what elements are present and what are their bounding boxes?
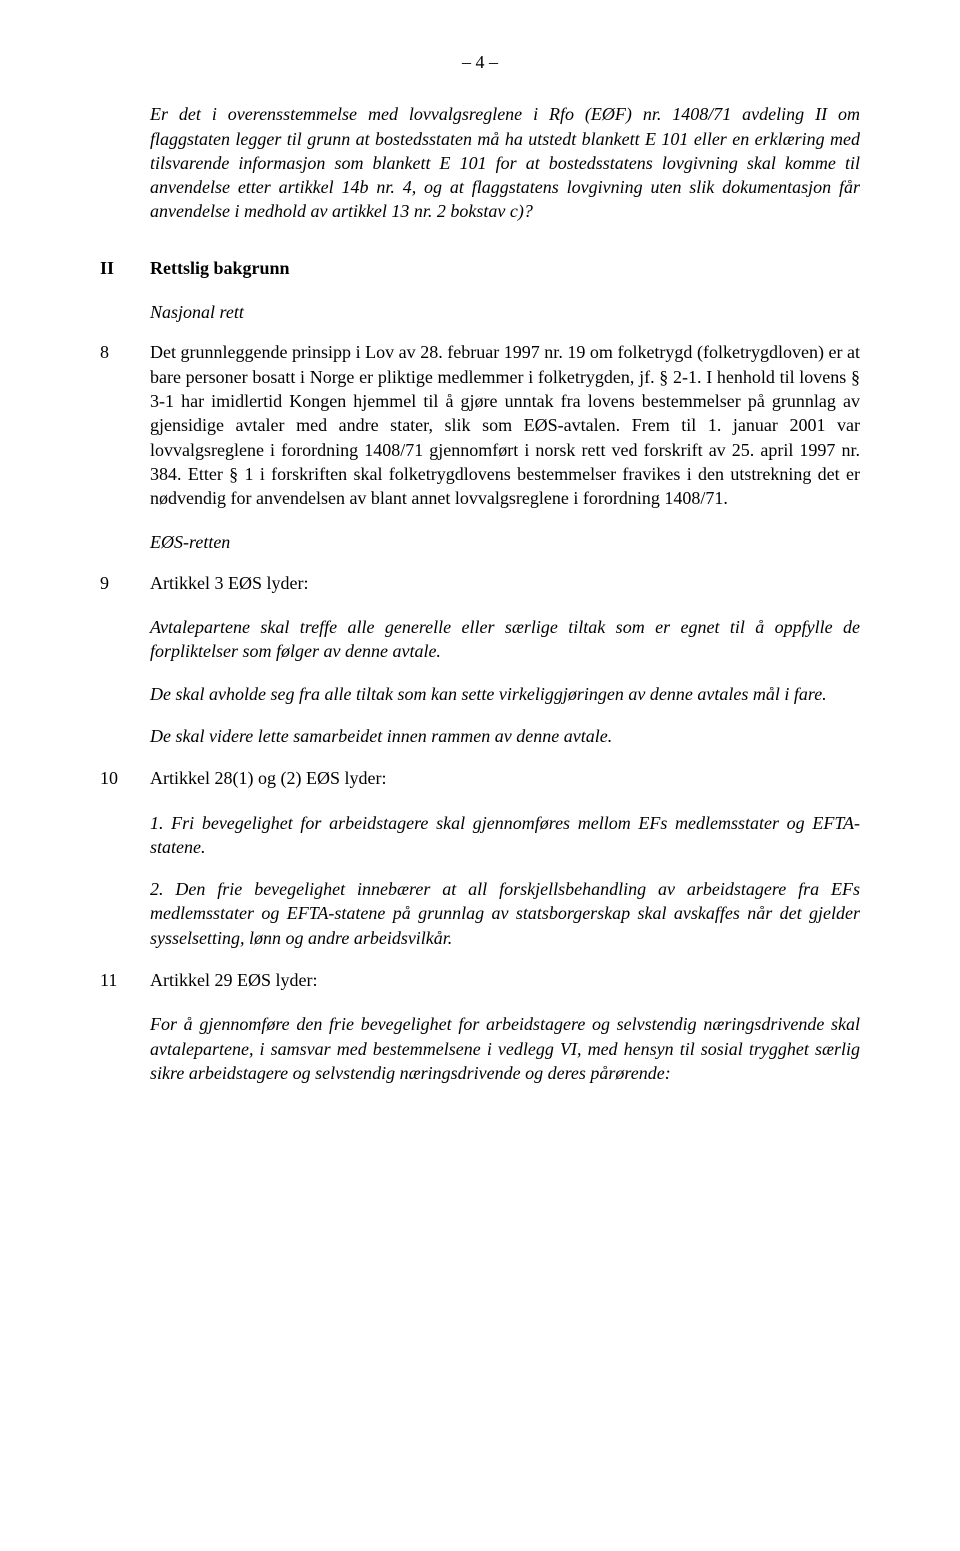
quote-block: 2. Den frie bevegelighet innebærer at al… (150, 877, 860, 950)
paragraph-body: Artikkel 3 EØS lyder: (150, 571, 860, 595)
subheading-nasjonal-rett: Nasjonal rett (150, 300, 860, 324)
quote-block: Avtalepartene skal treffe alle generelle… (150, 615, 860, 664)
paragraph-8: 8 Det grunnleggende prinsipp i Lov av 28… (100, 340, 860, 510)
section-title: Rettslig bakgrunn (150, 256, 290, 280)
quote-block: 1. Fri bevegelighet for arbeidstagere sk… (150, 811, 860, 860)
paragraph-number: 9 (100, 571, 150, 595)
paragraph-body: Det grunnleggende prinsipp i Lov av 28. … (150, 340, 860, 510)
quote-block: De skal avholde seg fra alle tiltak som … (150, 682, 860, 706)
page-number: – 4 – (100, 50, 860, 74)
paragraph-number: 10 (100, 766, 150, 790)
paragraph-number: 11 (100, 968, 150, 992)
intro-italic-paragraph: Er det i overensstemmelse med lovvalgsre… (150, 102, 860, 223)
paragraph-number: 8 (100, 340, 150, 510)
quote-block: De skal videre lette samarbeidet innen r… (150, 724, 860, 748)
quote-block: For å gjennomføre den frie bevegelighet … (150, 1012, 860, 1085)
paragraph-body: Artikkel 28(1) og (2) EØS lyder: (150, 766, 860, 790)
section-number: II (100, 256, 150, 280)
paragraph-body: Artikkel 29 EØS lyder: (150, 968, 860, 992)
section-ii-heading: II Rettslig bakgrunn (100, 256, 860, 280)
subheading-eos-retten: EØS-retten (150, 530, 860, 554)
paragraph-10: 10 Artikkel 28(1) og (2) EØS lyder: (100, 766, 860, 790)
paragraph-9: 9 Artikkel 3 EØS lyder: (100, 571, 860, 595)
paragraph-11: 11 Artikkel 29 EØS lyder: (100, 968, 860, 992)
